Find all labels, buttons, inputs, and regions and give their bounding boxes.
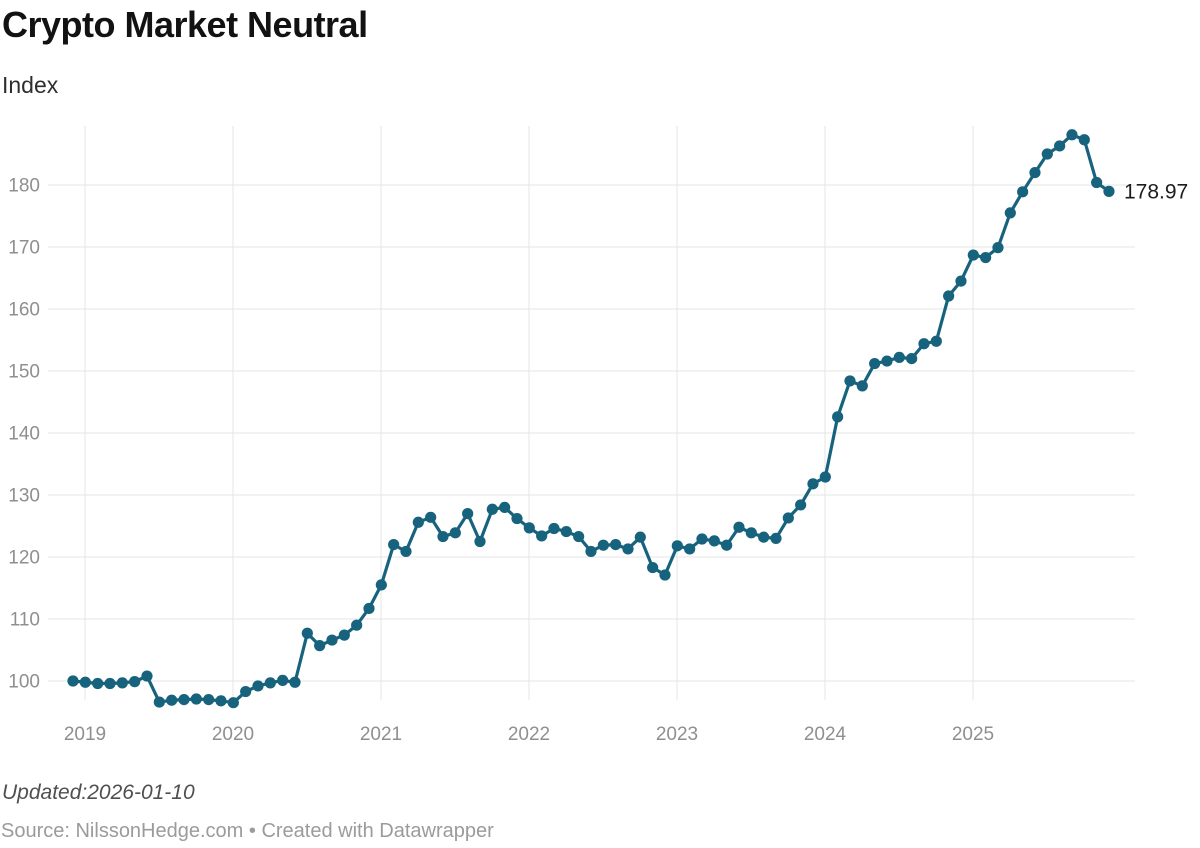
svg-text:2024: 2024 <box>804 724 847 745</box>
svg-text:110: 110 <box>10 610 40 631</box>
svg-text:180: 180 <box>8 176 40 197</box>
svg-text:150: 150 <box>8 362 40 383</box>
svg-text:2020: 2020 <box>212 724 254 745</box>
svg-text:2025: 2025 <box>952 724 994 745</box>
chart-title: Crypto Market Neutral <box>2 4 368 45</box>
svg-text:178.97: 178.97 <box>1124 180 1188 203</box>
svg-text:100: 100 <box>8 672 40 693</box>
svg-text:160: 160 <box>8 300 40 321</box>
source-attribution: Source: NilssonHedge.com • Created with … <box>1 820 494 842</box>
svg-text:2022: 2022 <box>508 724 550 745</box>
chart-line-svg: 100 110 120 130 140 150 160 170 180 2019 2020 2021 2… <box>8 126 1188 745</box>
chart-area: 100 110 120 130 140 150 160 170 180 2019 2020 2021 2… <box>0 112 1200 762</box>
svg-text:130: 130 <box>8 486 40 507</box>
svg-text:2019: 2019 <box>64 724 106 745</box>
updated-timestamp: Updated:2026-01-10 <box>2 781 195 804</box>
svg-text:2023: 2023 <box>656 724 698 745</box>
svg-text:120: 120 <box>8 548 40 569</box>
chart-subtitle: Index <box>2 72 59 98</box>
svg-text:2021: 2021 <box>360 724 402 745</box>
svg-text:140: 140 <box>8 424 40 445</box>
svg-text:170: 170 <box>8 238 40 259</box>
